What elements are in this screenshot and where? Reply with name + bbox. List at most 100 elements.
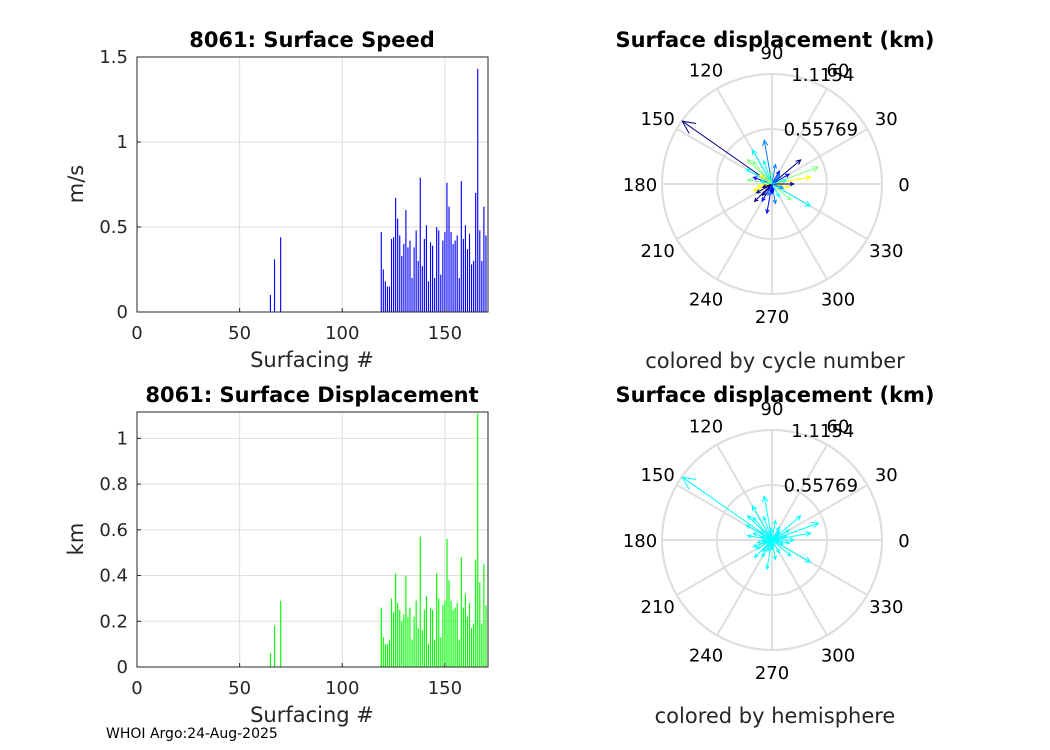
displacement-bar — [390, 598, 393, 667]
speed-chart-title: 8061: Surface Speed — [189, 28, 435, 52]
speed-bar — [429, 242, 432, 312]
displacement-bar — [450, 600, 452, 667]
speed-bar — [419, 177, 421, 312]
speed-bar — [407, 247, 409, 312]
polar-hemisphere-angle-label: 330 — [869, 597, 903, 618]
displacement-bar — [386, 644, 388, 667]
displacement-y-tick-label: 0.4 — [99, 566, 128, 587]
footer-credit: WHOI Argo:24-Aug-2025 — [106, 726, 278, 742]
polar-cycle-vector-head — [681, 120, 697, 134]
polar-hemisphere-angle-label: 0 — [898, 531, 909, 552]
polar-hemisphere-vector-head — [681, 476, 697, 490]
displacement-bar — [438, 598, 440, 667]
polar-cycle-angle-label: 30 — [875, 109, 898, 130]
speed-bar — [395, 198, 397, 312]
displacement-bar — [382, 637, 384, 667]
displacement-bar — [446, 538, 448, 667]
speed-bar — [427, 281, 430, 312]
displacement-bar — [462, 607, 464, 667]
polar-cycle-vector-head — [746, 158, 753, 165]
displacement-bar — [407, 616, 409, 667]
speed-y-tick-label: 0 — [117, 302, 128, 323]
polar-cycle-angle-label: 90 — [761, 43, 784, 64]
polar-cycle-angle-label: 210 — [641, 241, 675, 262]
displacement-bar — [401, 621, 403, 667]
polar-cycle-angle-label: 150 — [641, 109, 675, 130]
polar-hemisphere-vector — [771, 539, 774, 548]
displacement-bar — [411, 639, 413, 667]
polar-cycle-vector — [771, 183, 780, 198]
polar-hemisphere-vector — [771, 515, 802, 541]
speed-bar — [446, 182, 448, 312]
speed-bar — [411, 278, 413, 312]
displacement-x-axis-label: Surfacing # — [250, 703, 374, 727]
displacement-x-tick-label: 150 — [428, 678, 462, 699]
polar-cycle-vector-head — [782, 178, 788, 184]
speed-bar — [434, 278, 436, 312]
polar-cycle-vector-head — [786, 195, 792, 201]
displacement-bar — [468, 602, 471, 667]
polar-cycle-vector-head — [756, 183, 762, 189]
displacement-y-tick-label: 1 — [117, 428, 128, 449]
speed-bar — [388, 286, 391, 312]
speed-y-tick-label: 1.5 — [99, 47, 128, 68]
displacement-bar — [466, 616, 469, 667]
speed-bar — [380, 232, 382, 312]
polar-cycle-vector-head — [755, 189, 761, 194]
displacement-bar — [273, 625, 276, 667]
speed-bar — [464, 225, 466, 312]
speed-bar — [432, 245, 434, 312]
speed-bar — [442, 240, 444, 312]
displacement-bar — [434, 639, 436, 667]
speed-bar — [273, 259, 276, 312]
polar-hemisphere-vector-head — [767, 547, 772, 553]
polar-cycle-vector-head — [751, 148, 758, 156]
speed-bar — [280, 237, 282, 312]
speed-bar — [390, 238, 393, 312]
polar-hemisphere-vector-head — [759, 535, 765, 540]
polar-hemisphere-vector-head — [772, 519, 777, 525]
speed-bar — [417, 261, 419, 312]
polar-cycle-vector-head — [770, 187, 775, 194]
polar-hemisphere-vector — [762, 539, 773, 544]
polar-cycle-vector — [763, 140, 773, 185]
polar-hemisphere-vector — [771, 539, 792, 557]
polar-cycle-chart: 0 30 60 90 120 150 180 210 240 270 300 330 0.55769 1.… — [615, 28, 934, 373]
polar-hemisphere-vector — [761, 539, 773, 558]
displacement-bar — [444, 600, 446, 667]
displacement-bar — [448, 580, 450, 667]
polar-cycle-range-label: 1.1154 — [791, 65, 854, 86]
polar-hemisphere-vector-head — [785, 540, 791, 545]
polar-cycle-vector-head — [765, 209, 770, 215]
polar-cycle-vector-head — [804, 200, 812, 207]
polar-hemisphere-vector — [747, 515, 773, 541]
polar-hemisphere-vector-head — [811, 521, 820, 529]
polar-cycle-angle-label: 120 — [689, 61, 723, 82]
polar-hemisphere-vector — [682, 476, 773, 541]
speed-y-tick-label: 0.5 — [99, 217, 128, 238]
polar-cycle-vector-head — [758, 174, 764, 180]
speed-bar — [479, 230, 481, 312]
speed-bar — [477, 68, 479, 313]
displacement-bar — [421, 630, 423, 667]
displacement-bar — [427, 644, 430, 667]
displacement-bar — [429, 607, 432, 667]
polar-cycle-vector-head — [785, 173, 791, 178]
speed-bar — [425, 225, 427, 312]
polar-hemisphere-vector — [771, 539, 811, 563]
displacement-y-tick-label: 0.2 — [99, 611, 128, 632]
polar-hemisphere-vector — [770, 528, 773, 541]
polar-hemisphere-caption: colored by hemisphere — [655, 704, 896, 728]
displacement-bar — [384, 644, 386, 667]
speed-bar — [483, 206, 485, 312]
displacement-bar — [399, 609, 401, 667]
polar-cycle-vector-head — [761, 197, 766, 203]
polar-cycle-vector — [763, 160, 773, 185]
displacement-bar — [413, 616, 415, 667]
speed-chart: 0 50 100 150 0 0.5 1 1.5 8061: Surface Speed Su… — [64, 28, 489, 372]
polar-cycle-vector — [771, 166, 819, 185]
polar-cycle-vector-head — [761, 191, 767, 197]
polar-cycle-vector — [761, 183, 773, 202]
polar-hemisphere-vector-head — [775, 548, 780, 554]
